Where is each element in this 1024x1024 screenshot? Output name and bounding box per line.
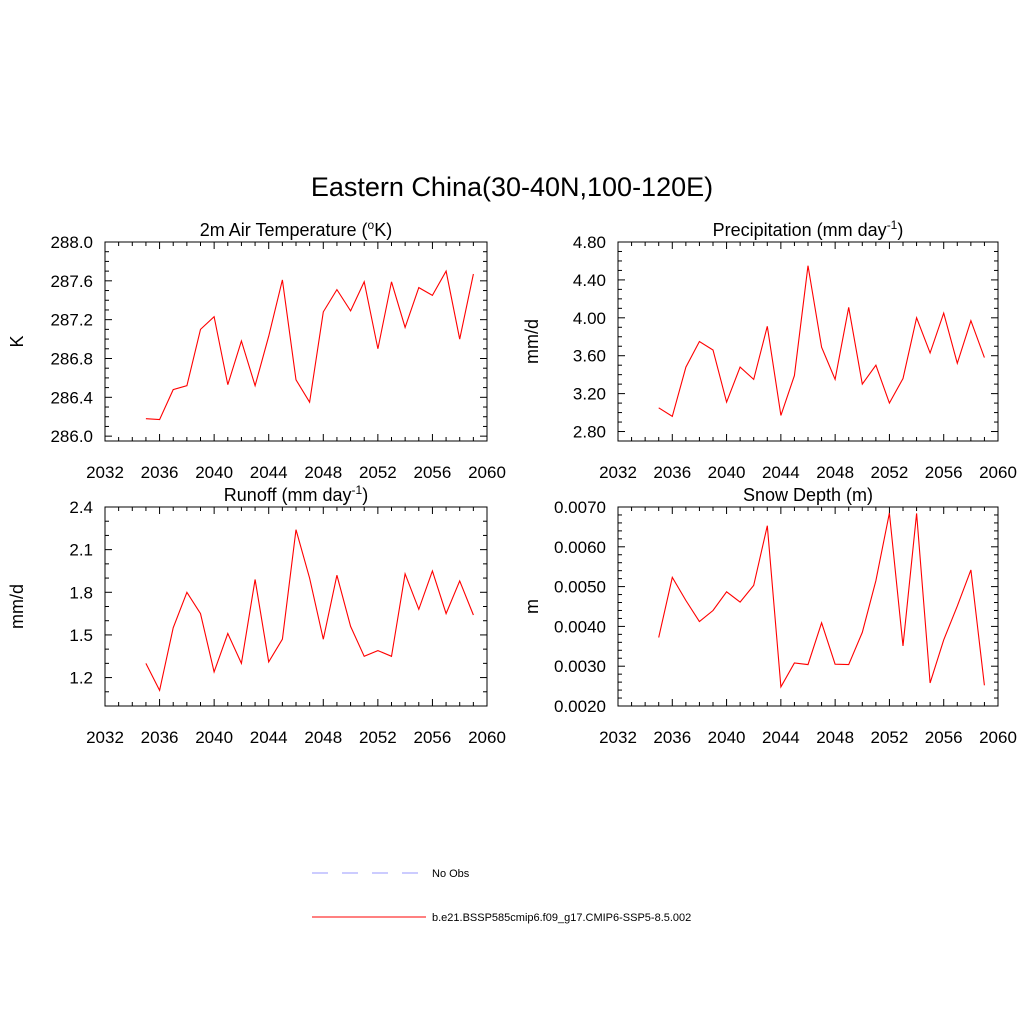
x-tick-label: 2040	[708, 463, 746, 482]
y-axis-label: mm/d	[7, 584, 27, 629]
y-tick-label: 0.0030	[554, 657, 606, 676]
y-tick-label: 1.8	[69, 583, 93, 602]
panel-air-temperature: 2032 2036 2040 2044 2048 2052 2056 2060 286.0 286…	[7, 218, 506, 482]
legend-label-no-obs: No Obs	[432, 868, 470, 880]
y-tick-label: 4.80	[573, 233, 606, 252]
series-line	[658, 512, 985, 689]
x-tick-label: 2036	[653, 728, 691, 747]
legend-label-model: b.e21.BSSP585cmip6.f09_g17.CMIP6-SSP5-8.…	[432, 912, 691, 924]
plot-frame	[617, 241, 999, 442]
x-tick-label: 2060	[468, 728, 506, 747]
y-tick-label: 3.60	[573, 347, 606, 366]
x-tick-label: 2056	[925, 463, 963, 482]
x-tick-label: 2052	[359, 463, 397, 482]
x-tick-label: 2060	[979, 463, 1017, 482]
x-tick-label: 2056	[414, 728, 452, 747]
series-line	[658, 265, 985, 418]
x-tick-label: 2036	[141, 728, 179, 747]
series-line	[145, 529, 474, 693]
x-tick-label: 2052	[359, 728, 397, 747]
x-tick-label: 2060	[979, 728, 1017, 747]
x-tick-label: 2048	[816, 463, 854, 482]
y-tick-label: 1.2	[69, 669, 93, 688]
panel-runoff: 2032 2036 2040 2044 2048 2052 2056 2060 1.2 1.5 1.…	[7, 483, 506, 747]
plot-frame	[617, 506, 999, 707]
panel-title: Snow Depth (m)	[743, 485, 873, 505]
panel-title: Precipitation (mm day-1)	[713, 218, 904, 240]
y-tick-label: 1.5	[69, 626, 93, 645]
y-tick-label: 4.00	[573, 309, 606, 328]
panel-title: Runoff (mm day-1)	[224, 483, 368, 505]
y-tick-label: 287.2	[50, 311, 93, 330]
panel-precipitation: 2032 2036 2040 2044 2048 2052 2056 2060 2.80 3.20…	[522, 218, 1017, 482]
x-tick-label: 2040	[195, 728, 233, 747]
y-axis-label: m	[522, 599, 542, 614]
y-tick-label: 3.20	[573, 385, 606, 404]
x-tick-label: 2044	[762, 463, 800, 482]
x-tick-label: 2056	[925, 728, 963, 747]
y-tick-label: 4.40	[573, 271, 606, 290]
y-tick-label: 0.0070	[554, 498, 606, 517]
y-tick-label: 286.4	[50, 388, 93, 407]
legend: No Obs b.e21.BSSP585cmip6.f09_g17.CMIP6-…	[312, 868, 691, 924]
x-tick-label: 2048	[304, 463, 342, 482]
x-tick-label: 2040	[195, 463, 233, 482]
panel-snow-depth: 2032 2036 2040 2044 2048 2052 2056 2060 0.0020 0.…	[522, 485, 1017, 747]
x-tick-label: 2044	[762, 728, 800, 747]
x-tick-label: 2048	[816, 728, 854, 747]
main-title: Eastern China(30-40N,100-120E)	[311, 172, 713, 202]
x-tick-label: 2048	[304, 728, 342, 747]
x-tick-label: 2044	[250, 728, 288, 747]
x-tick-label: 2032	[599, 463, 637, 482]
y-tick-label: 286.0	[50, 427, 93, 446]
x-tick-label: 2060	[468, 463, 506, 482]
series-line	[145, 269, 474, 421]
x-tick-label: 2032	[599, 728, 637, 747]
x-tick-label: 2032	[86, 463, 124, 482]
x-tick-label: 2044	[250, 463, 288, 482]
x-tick-label: 2040	[708, 728, 746, 747]
y-tick-label: 0.0060	[554, 538, 606, 557]
y-tick-label: 2.4	[69, 498, 93, 517]
y-tick-label: 2.1	[69, 541, 93, 560]
plot-frame	[104, 241, 488, 442]
x-tick-label: 2052	[871, 463, 909, 482]
y-tick-label: 288.0	[50, 233, 93, 252]
y-tick-label: 2.80	[573, 423, 606, 442]
panel-title: 2m Air Temperature (oK)	[200, 218, 392, 240]
x-tick-label: 2036	[141, 463, 179, 482]
y-tick-label: 0.0040	[554, 617, 606, 636]
y-tick-label: 286.8	[50, 349, 93, 368]
y-tick-label: 0.0050	[554, 578, 606, 597]
x-tick-label: 2056	[414, 463, 452, 482]
x-tick-label: 2052	[871, 728, 909, 747]
x-tick-label: 2036	[653, 463, 691, 482]
y-axis-label: K	[7, 335, 27, 347]
y-tick-label: 287.6	[50, 272, 93, 291]
y-axis-label: mm/d	[522, 319, 542, 364]
x-tick-label: 2032	[86, 728, 124, 747]
y-tick-label: 0.0020	[554, 697, 606, 716]
